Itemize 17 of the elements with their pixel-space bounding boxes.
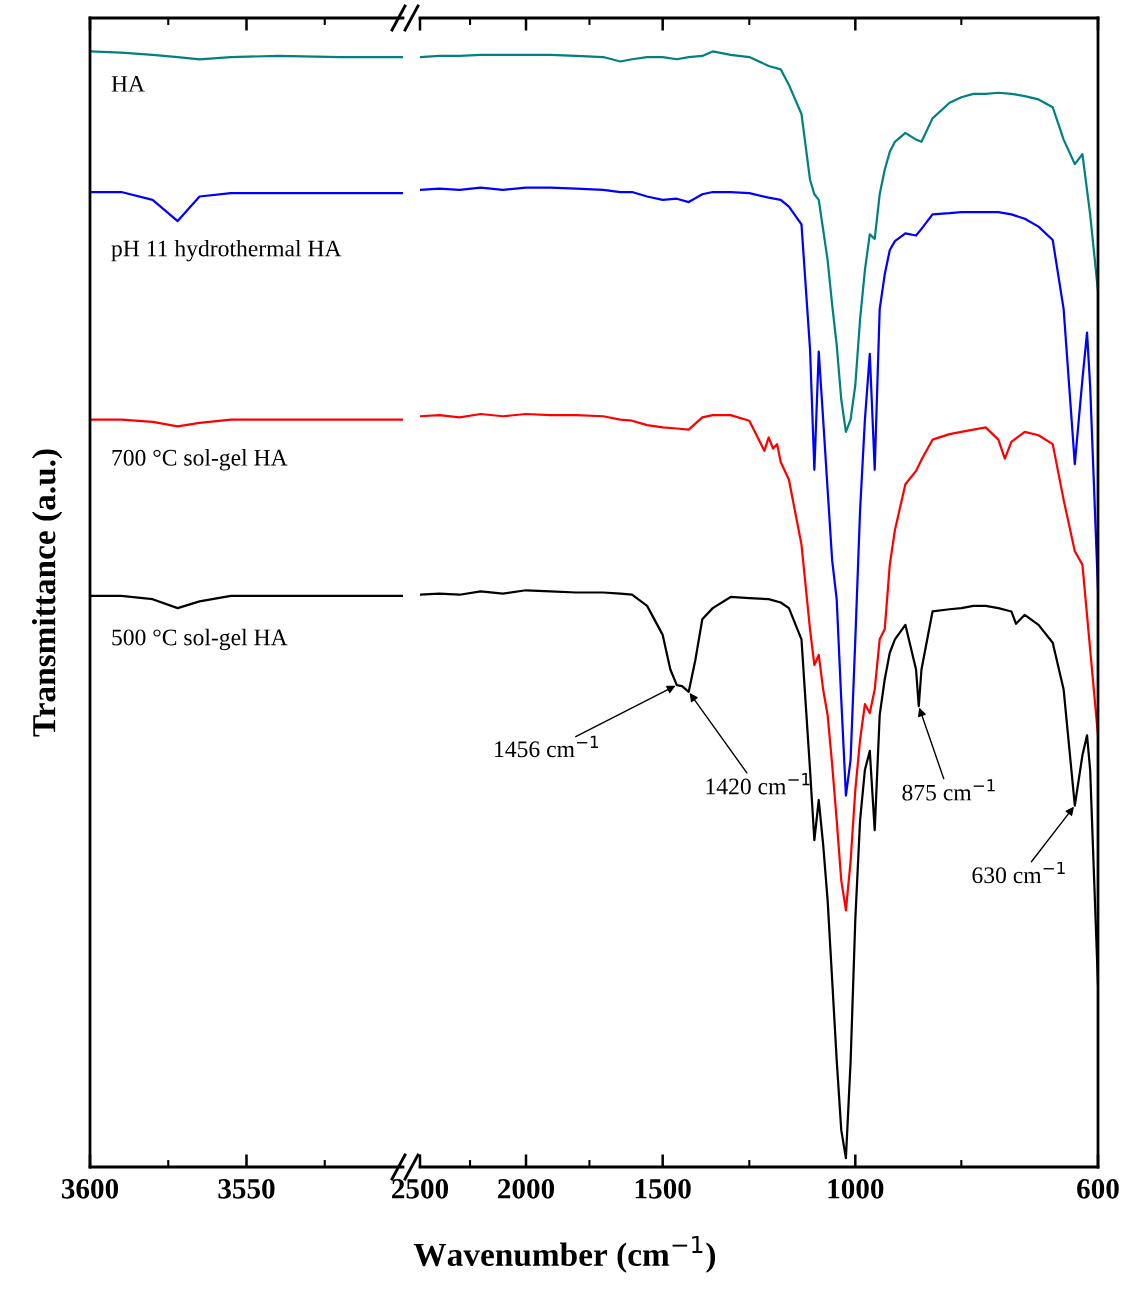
- x-tick-label: 1000: [828, 1178, 884, 1199]
- annotation: 875 cm$^{−1}$: [902, 779, 995, 801]
- series-label: pH 11 hydrothermal HA: [111, 239, 342, 262]
- series-label: HA: [111, 76, 145, 92]
- x-tick-label: 3600: [61, 1178, 119, 1199]
- series-label: 500 °C sol-gel HA: [112, 628, 288, 651]
- annotation: 1420 cm$^{−1}$: [706, 773, 810, 795]
- x-tick-label: 3550: [218, 1178, 275, 1199]
- x-axis-title: Wavenumber (cm$^{−1}$): [413, 1235, 716, 1273]
- x-tick-label: 2500: [392, 1178, 449, 1199]
- annotation: 630 cm$^{−1}$: [972, 861, 1065, 884]
- x-tick-label: 600: [1077, 1178, 1119, 1199]
- x-tick-label: 1500: [635, 1178, 691, 1199]
- y-axis-title: Transmittance (a.u.): [31, 449, 63, 737]
- x-tick-label: 2000: [498, 1178, 555, 1199]
- annotation: 1456 cm$^{−1}$: [495, 735, 599, 758]
- series-label: 700 °C sol-gel HA: [112, 449, 288, 471]
